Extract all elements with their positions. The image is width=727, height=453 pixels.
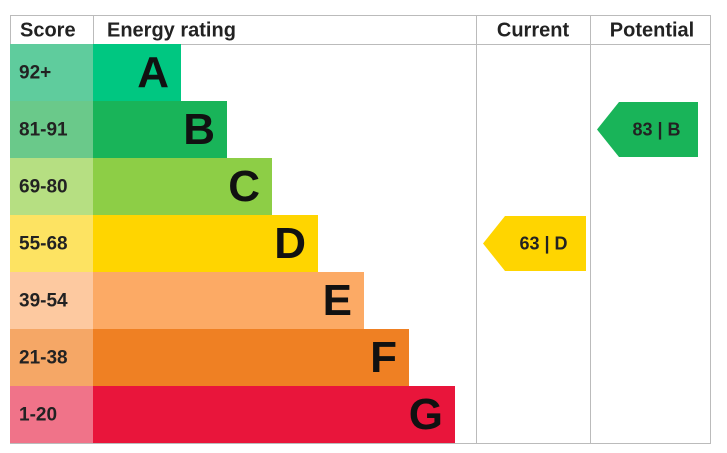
rating-letter: B xyxy=(183,105,215,154)
current-arrow xyxy=(483,216,586,271)
score-label: 55-68 xyxy=(19,234,68,255)
score-cell xyxy=(10,272,93,329)
score-label: 21-38 xyxy=(19,348,68,369)
rating-bar xyxy=(93,329,409,386)
score-label: 92+ xyxy=(19,63,51,84)
score-cell xyxy=(10,329,93,386)
rating-letter: A xyxy=(137,48,169,97)
rating-letter: E xyxy=(323,276,352,325)
rating-letter: G xyxy=(409,390,443,439)
score-label: 69-80 xyxy=(19,177,68,198)
rating-bar xyxy=(93,44,181,101)
rating-bar xyxy=(93,386,455,443)
rating-bar xyxy=(93,215,318,272)
score-cell xyxy=(10,386,93,443)
potential-arrow xyxy=(597,102,698,157)
current-label: 63 | D xyxy=(519,233,567,253)
score-cell xyxy=(10,215,93,272)
rating-bar xyxy=(93,158,272,215)
score-cell xyxy=(10,101,93,158)
score-label: 1-20 xyxy=(19,405,57,426)
rating-letter: C xyxy=(228,162,260,211)
rating-bar xyxy=(93,101,227,158)
potential-label: 83 | B xyxy=(632,119,680,139)
header-potential: Potential xyxy=(610,19,694,41)
rating-letter: F xyxy=(370,333,397,382)
score-cell xyxy=(10,158,93,215)
score-label: 81-91 xyxy=(19,120,68,141)
rating-bar xyxy=(93,272,364,329)
rating-letter: D xyxy=(274,219,306,268)
header-rating: Energy rating xyxy=(107,19,236,41)
header-current: Current xyxy=(497,19,570,41)
score-cell xyxy=(10,44,93,101)
header-score: Score xyxy=(20,19,76,41)
score-label: 39-54 xyxy=(19,291,68,312)
